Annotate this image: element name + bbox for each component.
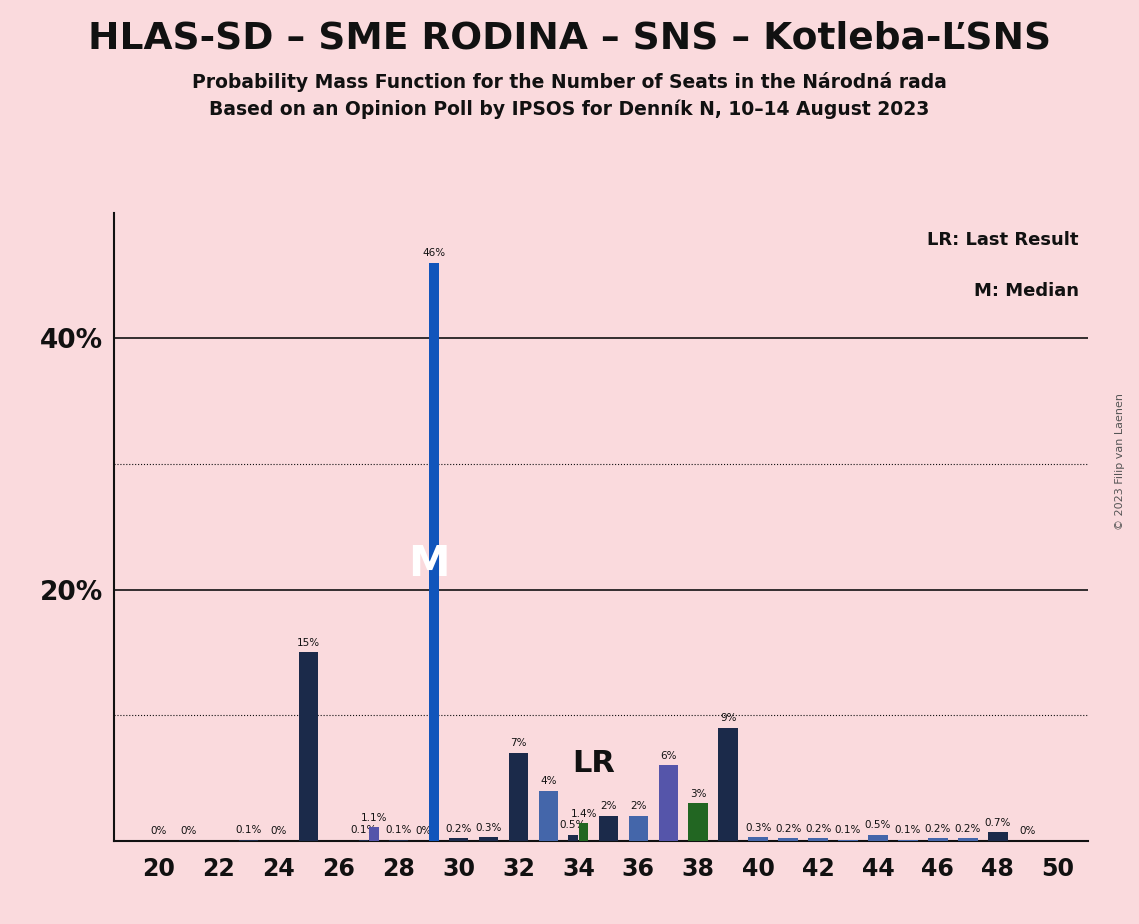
Text: 0.2%: 0.2% (805, 824, 831, 834)
Text: Probability Mass Function for the Number of Seats in the Národná rada: Probability Mass Function for the Number… (192, 72, 947, 92)
Bar (958, 838, 977, 841)
Bar (568, 834, 577, 841)
Text: 0.5%: 0.5% (865, 821, 891, 830)
Text: 1.1%: 1.1% (361, 812, 387, 822)
Text: © 2023 Filip van Laenen: © 2023 Filip van Laenen (1115, 394, 1124, 530)
Bar (579, 823, 589, 841)
Text: 0.2%: 0.2% (925, 824, 951, 834)
Text: LR: Last Result: LR: Last Result (927, 231, 1079, 249)
Bar (599, 816, 618, 841)
Bar (719, 728, 738, 841)
Text: LR: LR (573, 749, 615, 778)
Text: Based on an Opinion Poll by IPSOS for Denník N, 10–14 August 2023: Based on an Opinion Poll by IPSOS for De… (210, 100, 929, 119)
Text: 1.4%: 1.4% (571, 808, 597, 819)
Bar (688, 803, 708, 841)
Bar (629, 816, 648, 841)
Text: 0.2%: 0.2% (445, 824, 472, 834)
Text: 4%: 4% (540, 776, 557, 786)
Text: 46%: 46% (423, 249, 445, 259)
Bar (838, 840, 858, 841)
Text: 0.7%: 0.7% (984, 818, 1011, 828)
Text: 7%: 7% (510, 738, 526, 748)
Text: 0.1%: 0.1% (835, 825, 861, 835)
Text: 0%: 0% (181, 826, 197, 836)
Text: M: M (408, 543, 449, 586)
Bar (298, 652, 319, 841)
Bar (239, 840, 259, 841)
Text: HLAS-SD – SME RODINA – SNS – Kotleba-ĽSNS: HLAS-SD – SME RODINA – SNS – Kotleba-ĽSN… (88, 20, 1051, 56)
Text: 0%: 0% (415, 826, 432, 836)
Bar (359, 840, 368, 841)
Bar (868, 834, 887, 841)
Text: 15%: 15% (297, 638, 320, 648)
Bar (899, 840, 918, 841)
Text: 0.1%: 0.1% (895, 825, 921, 835)
Text: 3%: 3% (690, 789, 706, 798)
Bar (539, 791, 558, 841)
Bar (449, 838, 468, 841)
Bar (509, 753, 528, 841)
Text: 2%: 2% (630, 801, 647, 811)
Bar (989, 832, 1008, 841)
Text: 6%: 6% (659, 751, 677, 761)
Text: 0.3%: 0.3% (475, 822, 501, 833)
Bar (748, 837, 768, 841)
Text: M: Median: M: Median (974, 282, 1079, 299)
Bar (809, 838, 828, 841)
Text: 0.2%: 0.2% (954, 824, 981, 834)
Text: 0%: 0% (150, 826, 167, 836)
Bar (658, 765, 678, 841)
Bar (478, 837, 498, 841)
Bar (388, 840, 408, 841)
Bar (369, 827, 378, 841)
Text: 0.1%: 0.1% (385, 825, 412, 835)
Bar (928, 838, 948, 841)
Text: 0.5%: 0.5% (559, 821, 587, 830)
Text: 0%: 0% (271, 826, 287, 836)
Text: 2%: 2% (600, 801, 616, 811)
Text: 0%: 0% (1019, 826, 1036, 836)
Text: 0.1%: 0.1% (236, 825, 262, 835)
Text: 0.1%: 0.1% (350, 825, 376, 835)
Text: 0.3%: 0.3% (745, 822, 771, 833)
Text: 0.2%: 0.2% (775, 824, 802, 834)
Text: 9%: 9% (720, 713, 737, 723)
Bar (778, 838, 797, 841)
Bar (429, 262, 439, 841)
